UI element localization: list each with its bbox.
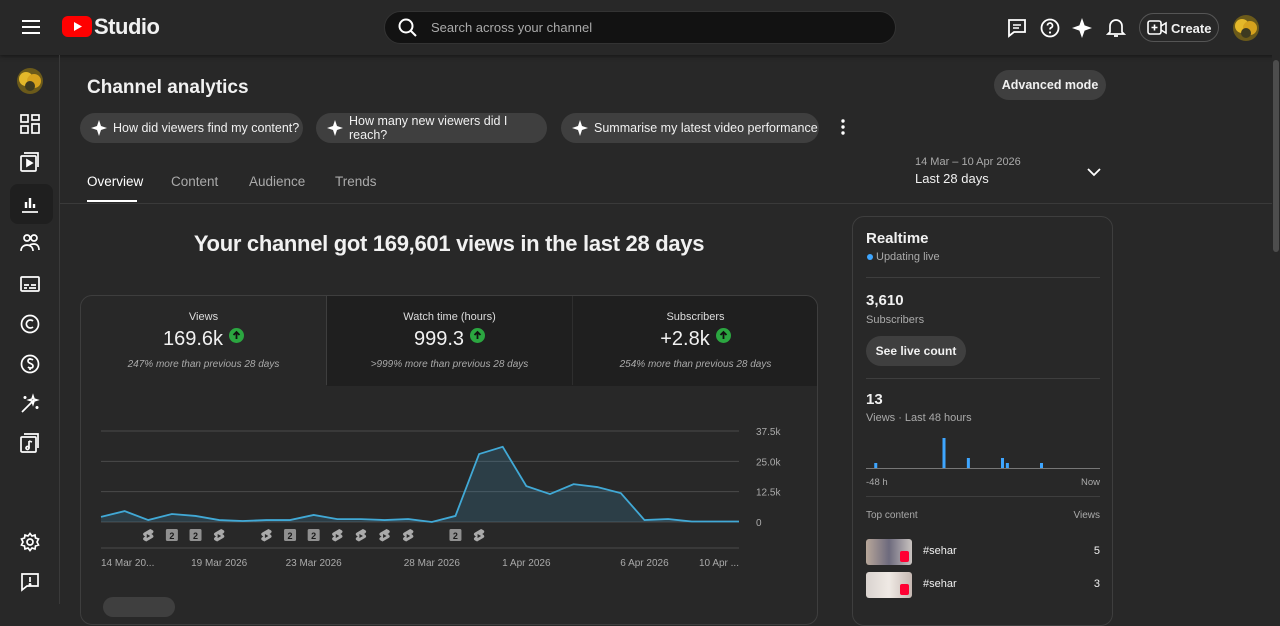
metric-card[interactable]: Subscribers +2.8k 254% more than previou… — [573, 296, 818, 385]
prompt-text: How did viewers find my content? — [113, 121, 300, 135]
metric-separator — [572, 296, 573, 385]
realtime-title: Realtime — [866, 230, 929, 247]
top-content-column: Views — [1073, 510, 1101, 521]
create-icon — [1147, 20, 1167, 35]
prompt-chip[interactable]: Summarise my latest video performance — [561, 113, 819, 143]
metric-label: Subscribers — [666, 311, 725, 323]
nav-icons[interactable] — [20, 114, 40, 454]
search-icon — [398, 18, 417, 37]
views-label: Views · Last 48 hours — [866, 412, 972, 424]
create-label: Create — [1171, 21, 1212, 36]
advanced-mode-button[interactable]: Advanced mode — [994, 70, 1106, 100]
metric-card[interactable]: Views 169.6k 247% more than previous 28 … — [81, 296, 326, 385]
metric-note: >999% more than previous 28 days — [370, 359, 529, 370]
metric-label: Watch time (hours) — [403, 311, 496, 323]
date-range-dates[interactable]: 14 Mar – 10 Apr 2026 — [915, 156, 1021, 168]
prompt-chip[interactable]: How did viewers find my content? — [80, 113, 303, 143]
nav-bottom-icons[interactable] — [20, 532, 40, 594]
page-title: Channel analytics — [87, 77, 249, 98]
divider — [60, 203, 1272, 204]
logo-icon[interactable] — [62, 16, 92, 38]
video-views: 5 — [1093, 545, 1100, 557]
views-count: 13 — [866, 391, 883, 408]
create-button[interactable] — [1139, 13, 1219, 42]
up-arrow — [229, 328, 245, 343]
metric-value: 169.6k — [162, 328, 224, 350]
subscriber-count: 3,610 — [866, 292, 904, 309]
up-arrow — [470, 328, 486, 343]
logo-text[interactable]: Studio — [94, 14, 160, 39]
nav-selected-bg — [10, 184, 53, 224]
tab[interactable]: Trends — [335, 174, 377, 189]
video-views: 3 — [1093, 578, 1100, 590]
divider — [866, 277, 1100, 278]
headline: Your channel got 169,601 views in the la… — [193, 231, 705, 256]
menu-button[interactable] — [22, 19, 40, 35]
prompt-chip[interactable]: How many new viewers did I reach? — [316, 113, 547, 143]
date-dropdown[interactable] — [1087, 168, 1101, 177]
more-button[interactable] — [840, 119, 846, 135]
tab[interactable]: Audience — [249, 174, 306, 189]
live-dot — [867, 254, 873, 260]
feedback-icon[interactable] — [1007, 18, 1027, 38]
search-box[interactable] — [384, 11, 896, 44]
prompt-text: Summarise my latest video performance — [594, 121, 818, 135]
divider — [866, 496, 1100, 497]
metric-note: 247% more than previous 28 days — [127, 359, 280, 370]
metric-value: 999.3 — [413, 328, 465, 350]
subscriber-label: Subscribers — [866, 314, 925, 326]
x-end-label: Now — [1080, 477, 1100, 488]
shorts-badge — [900, 551, 909, 562]
video-title[interactable]: #sehar — [923, 545, 957, 557]
up-arrow — [715, 328, 731, 343]
studio-page: Studio Search across your channel Create… — [0, 11, 1280, 626]
tab[interactable]: Overview — [87, 174, 144, 189]
metric-label: Views — [188, 311, 219, 323]
metric-note: 254% more than previous 28 days — [619, 359, 772, 370]
prompt-sparkle — [91, 120, 107, 136]
tab-underline — [87, 200, 137, 202]
account-avatar[interactable] — [1232, 14, 1260, 42]
x-start-label: -48 h — [866, 477, 888, 488]
date-range-label[interactable]: Last 28 days — [915, 171, 989, 186]
divider — [866, 378, 1100, 379]
search-placeholder: Search across your channel — [431, 20, 593, 35]
live-count-button[interactable]: See live count — [866, 336, 966, 366]
sidebar — [0, 55, 60, 604]
scrollbar-thumb[interactable] — [1273, 60, 1279, 252]
channel-avatar[interactable] — [16, 67, 44, 95]
notifications-icon[interactable] — [1106, 17, 1126, 39]
metric-card[interactable]: Watch time (hours) 999.3 >999% more than… — [327, 296, 572, 385]
prompt-sparkle — [327, 120, 343, 136]
scrollbar-track — [1272, 55, 1280, 604]
page: Channel analytics { "header": {"logo": "… — [0, 11, 1280, 626]
prompt-sparkle — [572, 120, 588, 136]
realtime-status: Updating live — [876, 251, 940, 263]
video-title[interactable]: #sehar — [923, 578, 957, 590]
see-more-button[interactable] — [103, 597, 175, 617]
top-content-title: Top content — [866, 510, 918, 521]
metric-separator — [326, 296, 327, 385]
help-icon[interactable] — [1040, 18, 1060, 38]
metric-value: +2.8k — [660, 328, 710, 350]
shorts-badge — [900, 584, 909, 595]
prompt-text: How many new viewers did I reach? — [349, 114, 508, 142]
tab[interactable]: Content — [171, 174, 219, 189]
sparkle-icon[interactable] — [1072, 18, 1092, 38]
